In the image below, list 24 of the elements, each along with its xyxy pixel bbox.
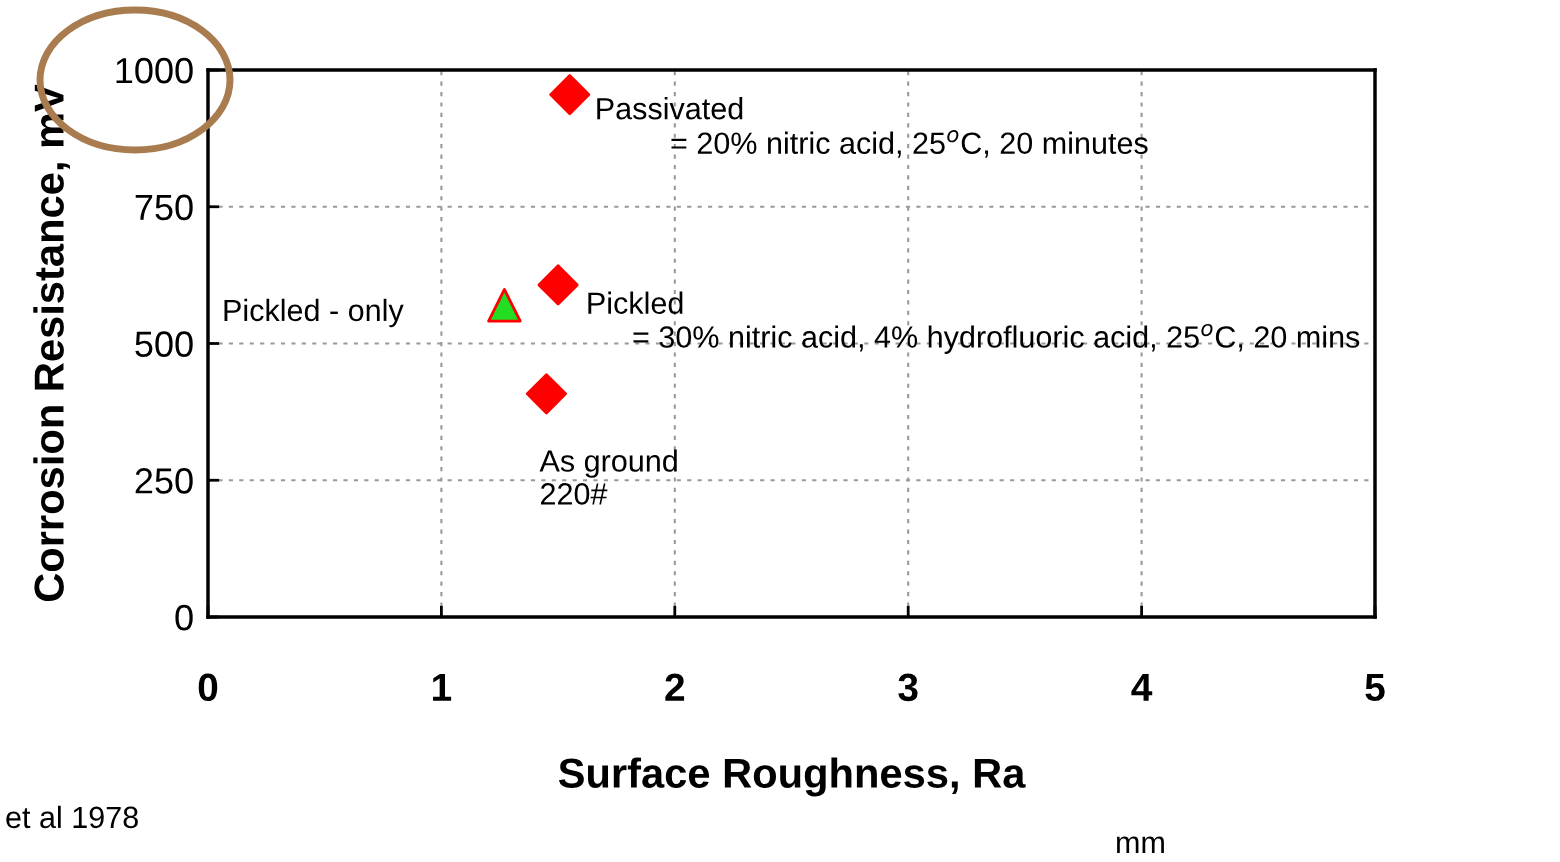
annotation: Passivated — [597, 97, 743, 120]
x-tick-label: 2 — [665, 673, 685, 701]
y-tick-label: 500 — [135, 331, 193, 357]
text: et al 1978 — [6, 805, 138, 829]
annotation: = 20% nitric acid, 25$^{o}$C, 20 minutes — [671, 130, 1148, 158]
point — [549, 74, 591, 116]
x-axis-title: Surface Roughness, Ra — [558, 757, 1026, 797]
y-tick-label: 250 — [135, 468, 193, 494]
x-tick-label: 0 — [198, 673, 218, 702]
x-tick-label: 5 — [1365, 673, 1385, 702]
annotation: = 30% nitric acid, 4% hydrofluoric acid, 25$^{o}$C, 20 mins — [633, 323, 1360, 354]
annotation: Pickled - only — [224, 298, 404, 328]
text: mm — [1117, 836, 1164, 853]
y-tick-label: 750 — [135, 194, 193, 221]
y-tick-label: 0 — [175, 604, 193, 631]
x-tick-label: 1 — [433, 673, 452, 701]
point — [487, 287, 522, 323]
point — [525, 373, 567, 415]
point — [537, 264, 579, 306]
x-tick-label: 4 — [1131, 673, 1153, 701]
annotation: As ground 220# — [539, 449, 677, 505]
annotation: Pickled — [588, 291, 683, 315]
y-tick-label: 1000 — [116, 57, 193, 84]
x-tick-label: 3 — [898, 673, 918, 702]
